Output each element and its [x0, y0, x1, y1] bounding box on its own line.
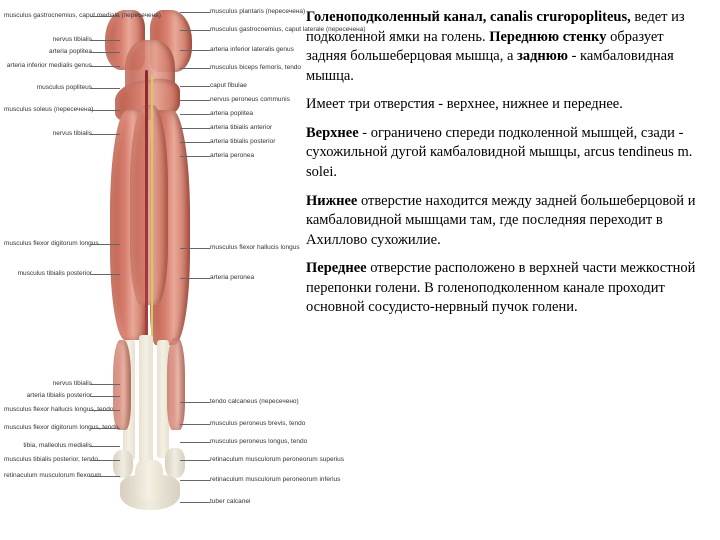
anatomy-label: arteria poplitea	[210, 110, 305, 117]
anatomy-label: musculus flexor digitorum longus	[4, 240, 92, 247]
term-lower: Нижнее	[306, 193, 357, 209]
anatomy-label: tuber calcanei	[210, 498, 305, 505]
anatomy-label: musculus soleus (пересечена)	[4, 106, 92, 113]
anatomy-label: tibia, malleolus medialis	[4, 442, 92, 449]
anatomy-label: retinaculum musculorum peroneorum superi…	[210, 456, 305, 463]
anatomy-figure: musculus gastrocnemius, caput mediale (п…	[0, 0, 300, 540]
anatomy-label: arteria tibialis anterior	[210, 124, 305, 131]
paragraph-3: Верхнее - ограничено спереди подколенной…	[306, 124, 706, 183]
term-upper: Верхнее	[306, 125, 359, 141]
anatomy-label: nervus tibialis	[4, 130, 92, 137]
anatomy-label: arteria inferior medialis genus	[4, 62, 92, 69]
anatomy-label: musculus popliteus	[4, 84, 92, 91]
anatomy-label: musculus plantaris (пересечена)	[210, 8, 305, 15]
anatomy-label: arteria tibialis posterior	[4, 392, 92, 399]
description-text: Голеноподколенный канал, canalis cruropo…	[300, 0, 720, 540]
anatomy-label: musculus biceps femoris, tendo	[210, 64, 305, 71]
anatomy-label: musculus gastrocnemius, caput mediale (п…	[4, 12, 92, 19]
anatomy-label: musculus flexor digitorum longus, tendo	[4, 424, 92, 431]
anatomy-label: nervus peroneus communis	[210, 96, 305, 103]
anatomy-label: musculus flexor hallucis longus, tendo	[4, 406, 92, 413]
anatomy-label: nervus tibialis	[4, 380, 92, 387]
term-anterior-wall: Переднюю стенку	[489, 29, 606, 45]
anatomy-label: arteria peronea	[210, 274, 305, 281]
anatomy-label: musculus tibialis posterior, tendo	[4, 456, 92, 463]
term-posterior: заднюю	[517, 48, 568, 64]
anatomy-label: musculus flexor hallucis longus	[210, 244, 305, 251]
anatomy-label: retinaculum musculorum flexorum	[4, 472, 92, 479]
paragraph-2: Имеет три отверстия - верхнее, нижнее и …	[306, 95, 706, 115]
anatomy-label: retinaculum musculorum peroneorum inferi…	[210, 476, 305, 483]
term-anterior: Переднее	[306, 260, 367, 276]
anatomy-label: arteria poplitea	[4, 48, 92, 55]
anatomy-label: arteria tibialis posterior	[210, 138, 305, 145]
anatomy-label: musculus gastrocnemius, caput laterale (…	[210, 26, 305, 33]
anatomy-label: nervus tibialis	[4, 36, 92, 43]
anatomy-label: caput fibulae	[210, 82, 305, 89]
paragraph-1: Голеноподколенный канал, canalis cruropo…	[306, 8, 706, 86]
anatomy-label: musculus peroneus brevis, tendo	[210, 420, 305, 427]
paragraph-5: Переднее отверстие расположено в верхней…	[306, 259, 706, 318]
term-canal: Голеноподколенный канал, canalis cruropo…	[306, 9, 631, 25]
paragraph-4: Нижнее отверстие находится между задней …	[306, 192, 706, 251]
anatomy-label: arteria peronea	[210, 152, 305, 159]
anatomy-label: musculus peroneus longus, tendo	[210, 438, 305, 445]
anatomy-label: tendo calcaneus (пересечено)	[210, 398, 305, 405]
anatomy-label: musculus tibialis posterior	[4, 270, 92, 277]
anatomy-label: arteria inferior lateralis genus	[210, 46, 305, 53]
